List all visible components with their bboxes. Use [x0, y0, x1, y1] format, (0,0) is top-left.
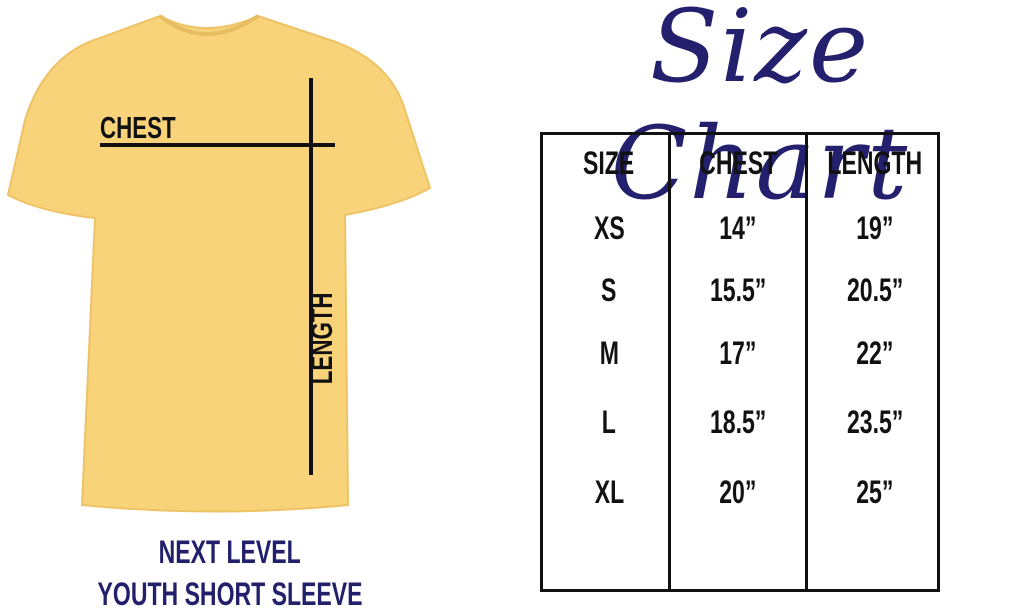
cell-chest-text: 18.5” [709, 404, 767, 440]
header-length-text: LENGTH [827, 145, 923, 181]
caption-line-2: YOUTH SHORT SLEEVE [40, 576, 420, 613]
cell-chest: 15.5” [670, 272, 806, 309]
cell-size-text: M [599, 335, 619, 371]
cell-size-text: XL [594, 474, 624, 510]
cell-chest-text: 15.5” [709, 272, 767, 308]
header-length: LENGTH [807, 145, 943, 182]
column-divider [805, 135, 808, 589]
header-size: SIZE [541, 145, 677, 182]
cell-chest-text: 14” [719, 210, 757, 246]
size-table: SIZE CHEST LENGTH XS 14” 19” S 15.5” 20.5” M 17” 22… [540, 132, 940, 592]
cell-length-text: 20.5” [846, 272, 904, 308]
cell-chest: 14” [670, 210, 806, 247]
cell-chest: 17” [670, 335, 806, 372]
chest-label: CHEST [100, 110, 176, 145]
header-chest-text: CHEST [698, 145, 778, 181]
cell-length: 19” [807, 210, 943, 247]
cell-size-text: S [601, 272, 617, 308]
cell-size: S [541, 272, 677, 309]
column-divider [668, 135, 671, 589]
tshirt-illustration [6, 14, 432, 513]
cell-chest: 18.5” [670, 404, 806, 441]
cell-length: 20.5” [807, 272, 943, 309]
length-label: LENGTH [304, 292, 340, 384]
cell-length: 23.5” [807, 404, 943, 441]
cell-length: 22” [807, 335, 943, 372]
header-chest: CHEST [670, 145, 806, 182]
cell-chest-text: 20” [719, 474, 757, 510]
cell-length-text: 23.5” [846, 404, 904, 440]
cell-size: XL [541, 474, 677, 511]
caption-line-1: NEXT LEVEL [40, 534, 420, 571]
cell-size-text: L [601, 404, 617, 440]
caption-brand: NEXT LEVEL [158, 534, 302, 570]
length-label-text: LENGTH [304, 292, 339, 385]
caption-style: YOUTH SHORT SLEEVE [97, 576, 363, 612]
cell-length-text: 25” [856, 474, 894, 510]
cell-size: XS [541, 210, 677, 247]
cell-size-text: XS [593, 210, 625, 246]
cell-length: 25” [807, 474, 943, 511]
size-chart-title: Size Chart [610, 0, 910, 222]
cell-length-text: 19” [856, 210, 894, 246]
cell-length-text: 22” [856, 335, 894, 371]
cell-size: M [541, 335, 677, 372]
cell-chest-text: 17” [719, 335, 757, 371]
cell-chest: 20” [670, 474, 806, 511]
header-size-text: SIZE [583, 145, 635, 181]
cell-size: L [541, 404, 677, 441]
